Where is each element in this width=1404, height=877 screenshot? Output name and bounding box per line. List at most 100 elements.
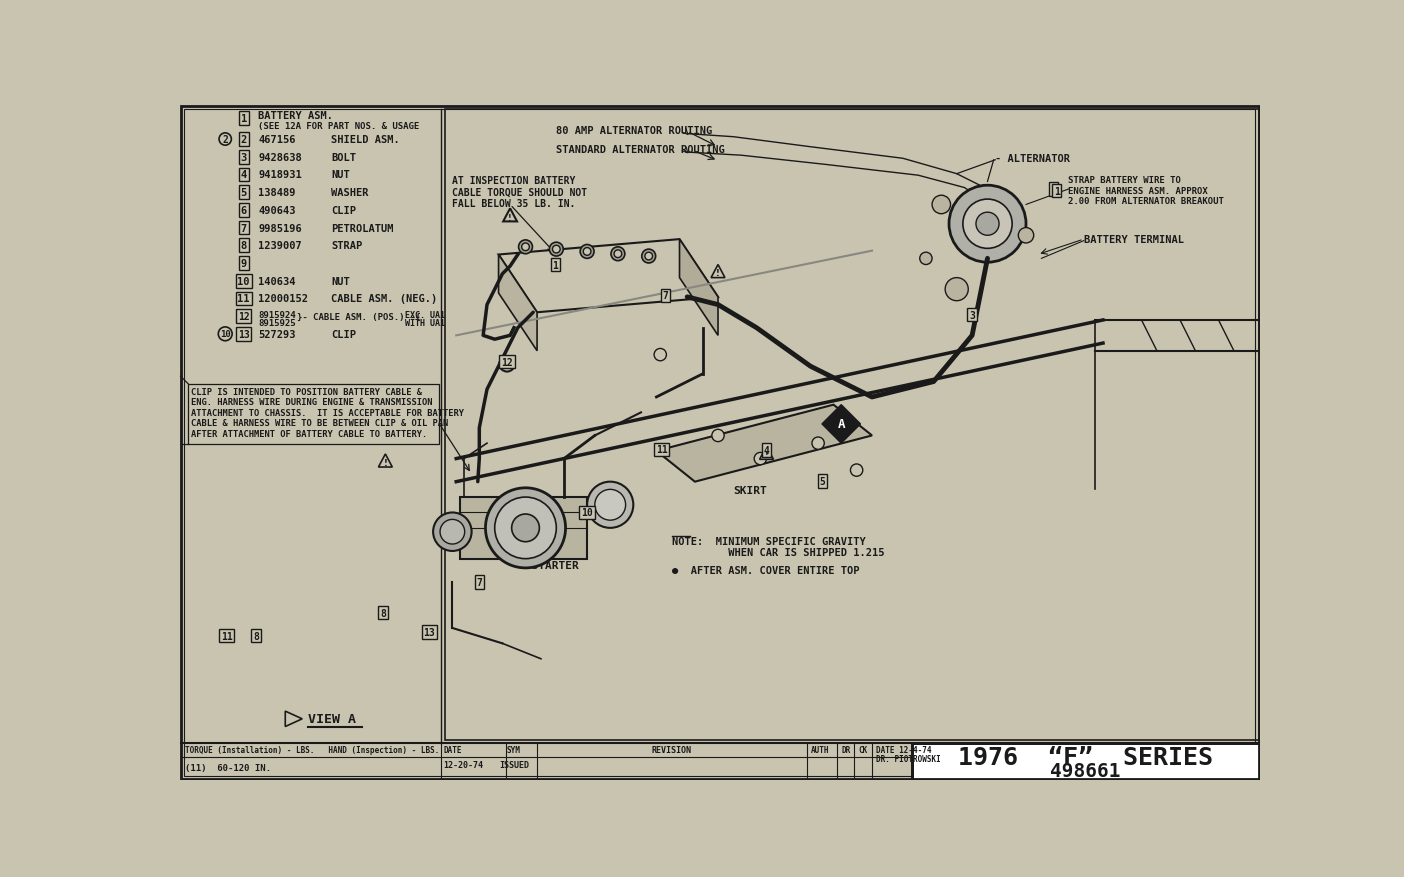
Circle shape xyxy=(611,247,625,261)
Text: SKIRT: SKIRT xyxy=(733,485,767,496)
Text: VIEW A: VIEW A xyxy=(309,712,357,725)
Text: !: ! xyxy=(765,451,768,460)
Text: 7: 7 xyxy=(240,224,247,233)
Text: CLIP: CLIP xyxy=(331,330,357,339)
Text: 4: 4 xyxy=(764,446,769,455)
Text: A: A xyxy=(837,418,845,431)
Bar xyxy=(188,384,438,445)
Text: 1: 1 xyxy=(240,114,247,124)
Text: CLIP: CLIP xyxy=(331,205,357,216)
Circle shape xyxy=(549,243,563,257)
Text: CABLE ASM. (NEG.): CABLE ASM. (NEG.) xyxy=(331,294,438,304)
Text: TORQUE (Installation) - LBS.   HAND (Inspection) - LBS.: TORQUE (Installation) - LBS. HAND (Inspe… xyxy=(185,745,439,754)
Text: NOTE:  MINIMUM SPECIFIC GRAVITY
         WHEN CAR IS SHIPPED 1.215: NOTE: MINIMUM SPECIFIC GRAVITY WHEN CAR … xyxy=(671,536,885,558)
Circle shape xyxy=(932,196,951,215)
Circle shape xyxy=(218,327,232,341)
Polygon shape xyxy=(285,711,302,727)
Circle shape xyxy=(219,133,232,146)
Circle shape xyxy=(851,465,863,477)
Text: EXC. UA1: EXC. UA1 xyxy=(404,310,445,319)
Circle shape xyxy=(920,253,932,265)
Text: (11)  60-120 IN.: (11) 60-120 IN. xyxy=(185,764,271,773)
Text: 5: 5 xyxy=(820,476,826,487)
Circle shape xyxy=(976,213,1000,236)
Text: SYM: SYM xyxy=(507,745,521,754)
Text: 11: 11 xyxy=(237,294,250,304)
Text: 8: 8 xyxy=(380,608,386,618)
Text: 12: 12 xyxy=(237,311,250,322)
Text: 6: 6 xyxy=(240,205,247,216)
Text: - STARTER: - STARTER xyxy=(518,560,578,570)
Circle shape xyxy=(432,513,472,552)
Text: 8: 8 xyxy=(240,241,247,251)
Circle shape xyxy=(754,453,767,465)
Bar xyxy=(445,110,1258,740)
Text: 12000152: 12000152 xyxy=(258,294,309,304)
Text: 498661: 498661 xyxy=(1050,761,1120,780)
Text: 1: 1 xyxy=(1054,187,1060,196)
Text: STANDARD ALTERNATOR ROUTING: STANDARD ALTERNATOR ROUTING xyxy=(556,145,724,155)
Text: REVISION: REVISION xyxy=(651,745,692,754)
Text: DATE: DATE xyxy=(444,745,462,754)
Polygon shape xyxy=(821,405,861,444)
Text: 8915924: 8915924 xyxy=(258,310,296,319)
Text: 11: 11 xyxy=(656,445,668,455)
Text: ISSUED: ISSUED xyxy=(498,760,529,769)
Circle shape xyxy=(439,520,465,545)
Text: 13: 13 xyxy=(237,330,250,339)
Polygon shape xyxy=(498,239,717,313)
Text: 3: 3 xyxy=(969,310,974,320)
Circle shape xyxy=(945,278,969,302)
Text: STRAP BATTERY WIRE TO
ENGINE HARNESS ASM. APPROX
2.00 FROM ALTERNATOR BREAKOUT: STRAP BATTERY WIRE TO ENGINE HARNESS ASM… xyxy=(1068,176,1224,206)
Text: 2: 2 xyxy=(240,135,247,145)
Circle shape xyxy=(522,244,529,252)
Text: WITH UA1: WITH UA1 xyxy=(404,318,445,327)
Text: 4: 4 xyxy=(240,170,247,181)
Circle shape xyxy=(1018,228,1033,244)
Text: 3: 3 xyxy=(240,153,247,162)
Polygon shape xyxy=(887,167,1258,489)
Text: 140634: 140634 xyxy=(258,276,296,287)
Circle shape xyxy=(812,438,824,450)
Text: 1: 1 xyxy=(553,260,559,270)
Circle shape xyxy=(580,246,594,259)
Circle shape xyxy=(587,482,633,528)
Text: CLIP IS INTENDED TO POSITION BATTERY CABLE &
ENG. HARNESS WIRE DURING ENGINE & T: CLIP IS INTENDED TO POSITION BATTERY CAB… xyxy=(191,388,465,438)
Circle shape xyxy=(511,515,539,542)
Text: DR: DR xyxy=(841,745,851,754)
Polygon shape xyxy=(680,239,717,336)
Text: 7: 7 xyxy=(476,577,482,587)
Text: 7: 7 xyxy=(663,291,668,301)
Circle shape xyxy=(949,186,1026,263)
Text: 1239007: 1239007 xyxy=(258,241,302,251)
Text: 527293: 527293 xyxy=(258,330,296,339)
Circle shape xyxy=(518,240,532,254)
Text: 467156: 467156 xyxy=(258,135,296,145)
Text: STRAP: STRAP xyxy=(331,241,362,251)
Text: CK: CK xyxy=(858,745,868,754)
Text: (SEE 12A FOR PART NOS. & USAGE: (SEE 12A FOR PART NOS. & USAGE xyxy=(258,122,420,132)
Text: 2: 2 xyxy=(222,135,227,145)
Text: PETROLATUM: PETROLATUM xyxy=(331,224,395,233)
Polygon shape xyxy=(379,454,392,467)
Polygon shape xyxy=(710,265,724,278)
Text: NUT: NUT xyxy=(331,170,350,181)
Text: 9: 9 xyxy=(240,259,247,268)
Text: 9985196: 9985196 xyxy=(258,224,302,233)
Text: !: ! xyxy=(716,269,720,278)
Text: 9428638: 9428638 xyxy=(258,153,302,162)
Polygon shape xyxy=(760,446,774,460)
Text: 1: 1 xyxy=(1050,185,1057,195)
Circle shape xyxy=(712,430,724,442)
Bar xyxy=(461,497,587,559)
Text: AT INSPECTION BATTERY
CABLE TORQUE SHOULD NOT
FALL BELOW 35 LB. IN.: AT INSPECTION BATTERY CABLE TORQUE SHOUL… xyxy=(452,176,587,209)
Circle shape xyxy=(494,497,556,559)
Text: 138489: 138489 xyxy=(258,188,296,198)
Circle shape xyxy=(595,489,626,521)
Text: !: ! xyxy=(508,214,512,223)
Text: 10: 10 xyxy=(220,330,230,339)
Text: 9418931: 9418931 xyxy=(258,170,302,181)
Text: }- CABLE ASM. (POS.) -{: }- CABLE ASM. (POS.) -{ xyxy=(296,312,420,321)
Text: 80 AMP ALTERNATOR ROUTING: 80 AMP ALTERNATOR ROUTING xyxy=(556,125,713,136)
Text: !: ! xyxy=(383,459,388,467)
